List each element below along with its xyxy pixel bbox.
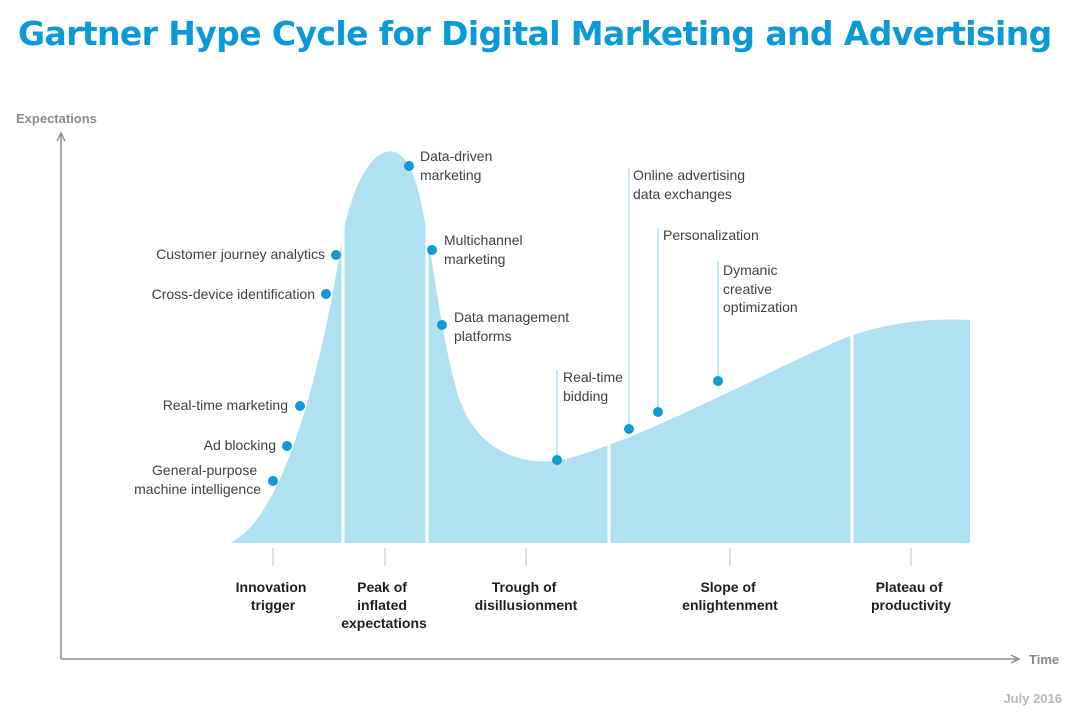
axes (56, 131, 1021, 664)
marker-customer-journey-analytics (331, 250, 341, 260)
phase-labels: Innovation trigger Peak of inflated expe… (236, 579, 952, 631)
label-data-management-platforms: Data management platforms (454, 309, 573, 344)
marker-general-purpose-machine-intelligence (268, 476, 278, 486)
marker-online-advertising-data-exchanges (624, 424, 634, 434)
diagram-title: Gartner Hype Cycle for Digital Marketing… (18, 14, 1052, 53)
technology-markers (268, 161, 723, 486)
label-data-driven-marketing: Data-driven marketing (420, 148, 496, 183)
marker-real-time-marketing (295, 401, 305, 411)
phase-label-trough: Trough of disillusionment (475, 579, 578, 613)
marker-personalization (653, 407, 663, 417)
label-real-time-bidding: Real-time bidding (563, 369, 627, 404)
y-axis-arrow (56, 131, 66, 142)
marker-data-management-platforms (437, 320, 447, 330)
label-ad-blocking: Ad blocking (204, 437, 276, 453)
y-axis-label: Expectations (16, 111, 97, 126)
phase-label-innovation-trigger: Innovation trigger (236, 579, 311, 613)
leader-lines (556, 168, 719, 458)
marker-dynamic-creative-optimization (713, 376, 723, 386)
x-axis-arrow (1010, 654, 1021, 664)
label-cross-device-identification: Cross-device identification (152, 286, 315, 302)
marker-data-driven-marketing (404, 161, 414, 171)
marker-ad-blocking (282, 441, 292, 451)
phase-label-slope: Slope of enlightenment (682, 579, 778, 613)
label-general-purpose-machine-intelligence: General-purpose machine intelligence (134, 462, 261, 497)
label-online-advertising-data-exchanges: Online advertising data exchanges (633, 167, 749, 202)
label-multichannel-marketing: Multichannel marketing (444, 232, 527, 267)
phase-label-plateau: Plateau of productivity (871, 579, 951, 613)
label-dynamic-creative-optimization: Dymanic creative optimization (723, 262, 798, 315)
label-personalization: Personalization (663, 227, 759, 243)
marker-real-time-bidding (552, 455, 562, 465)
x-axis-label: Time (1029, 652, 1059, 667)
label-customer-journey-analytics: Customer journey analytics (156, 246, 325, 262)
technology-labels: General-purpose machine intelligence Ad … (134, 148, 798, 497)
hype-curve-area (230, 151, 970, 543)
marker-cross-device-identification (321, 289, 331, 299)
label-real-time-marketing: Real-time marketing (163, 397, 288, 413)
date-label: July 2016 (1003, 691, 1062, 706)
marker-multichannel-marketing (427, 245, 437, 255)
phase-label-peak: Peak of inflated expectations (341, 579, 427, 631)
phase-ticks (272, 548, 912, 566)
phase-dividers (341, 140, 854, 548)
